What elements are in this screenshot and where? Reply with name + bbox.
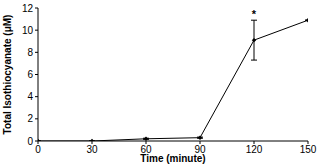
- y-tick: [35, 118, 38, 119]
- chart: 0246810120306090120150Time (minute)Total…: [0, 0, 320, 164]
- marker: [38, 139, 40, 141]
- y-tick: [35, 8, 38, 9]
- y-tick-label: 8: [27, 47, 33, 58]
- x-tick-label: 120: [246, 144, 263, 155]
- y-tick: [35, 30, 38, 31]
- y-tick-label: 12: [22, 3, 34, 14]
- y-tick: [35, 52, 38, 53]
- x-tick-label: 30: [86, 144, 98, 155]
- y-tick: [35, 74, 38, 75]
- marker: [198, 135, 202, 139]
- marker: [306, 18, 308, 22]
- y-tick-label: 0: [27, 136, 33, 147]
- y-axis-title: Total Isothiocyanate (μM): [2, 15, 13, 135]
- y-tick-label: 6: [27, 69, 33, 80]
- error-bar: [251, 20, 257, 60]
- y-tick: [35, 96, 38, 97]
- marker: [252, 38, 256, 42]
- annotation: *: [252, 8, 257, 20]
- x-tick-label: 150: [300, 144, 317, 155]
- marker: [144, 137, 148, 141]
- plot-area: [38, 18, 308, 141]
- y-tick-label: 2: [27, 113, 33, 124]
- x-tick-label: 0: [35, 144, 41, 155]
- y-tick-label: 10: [22, 25, 34, 36]
- y-tick-label: 4: [27, 91, 33, 102]
- x-axis-title: Time (minute): [140, 153, 205, 164]
- error-cap: [251, 60, 257, 61]
- marker: [90, 139, 94, 141]
- data-line: [38, 20, 308, 141]
